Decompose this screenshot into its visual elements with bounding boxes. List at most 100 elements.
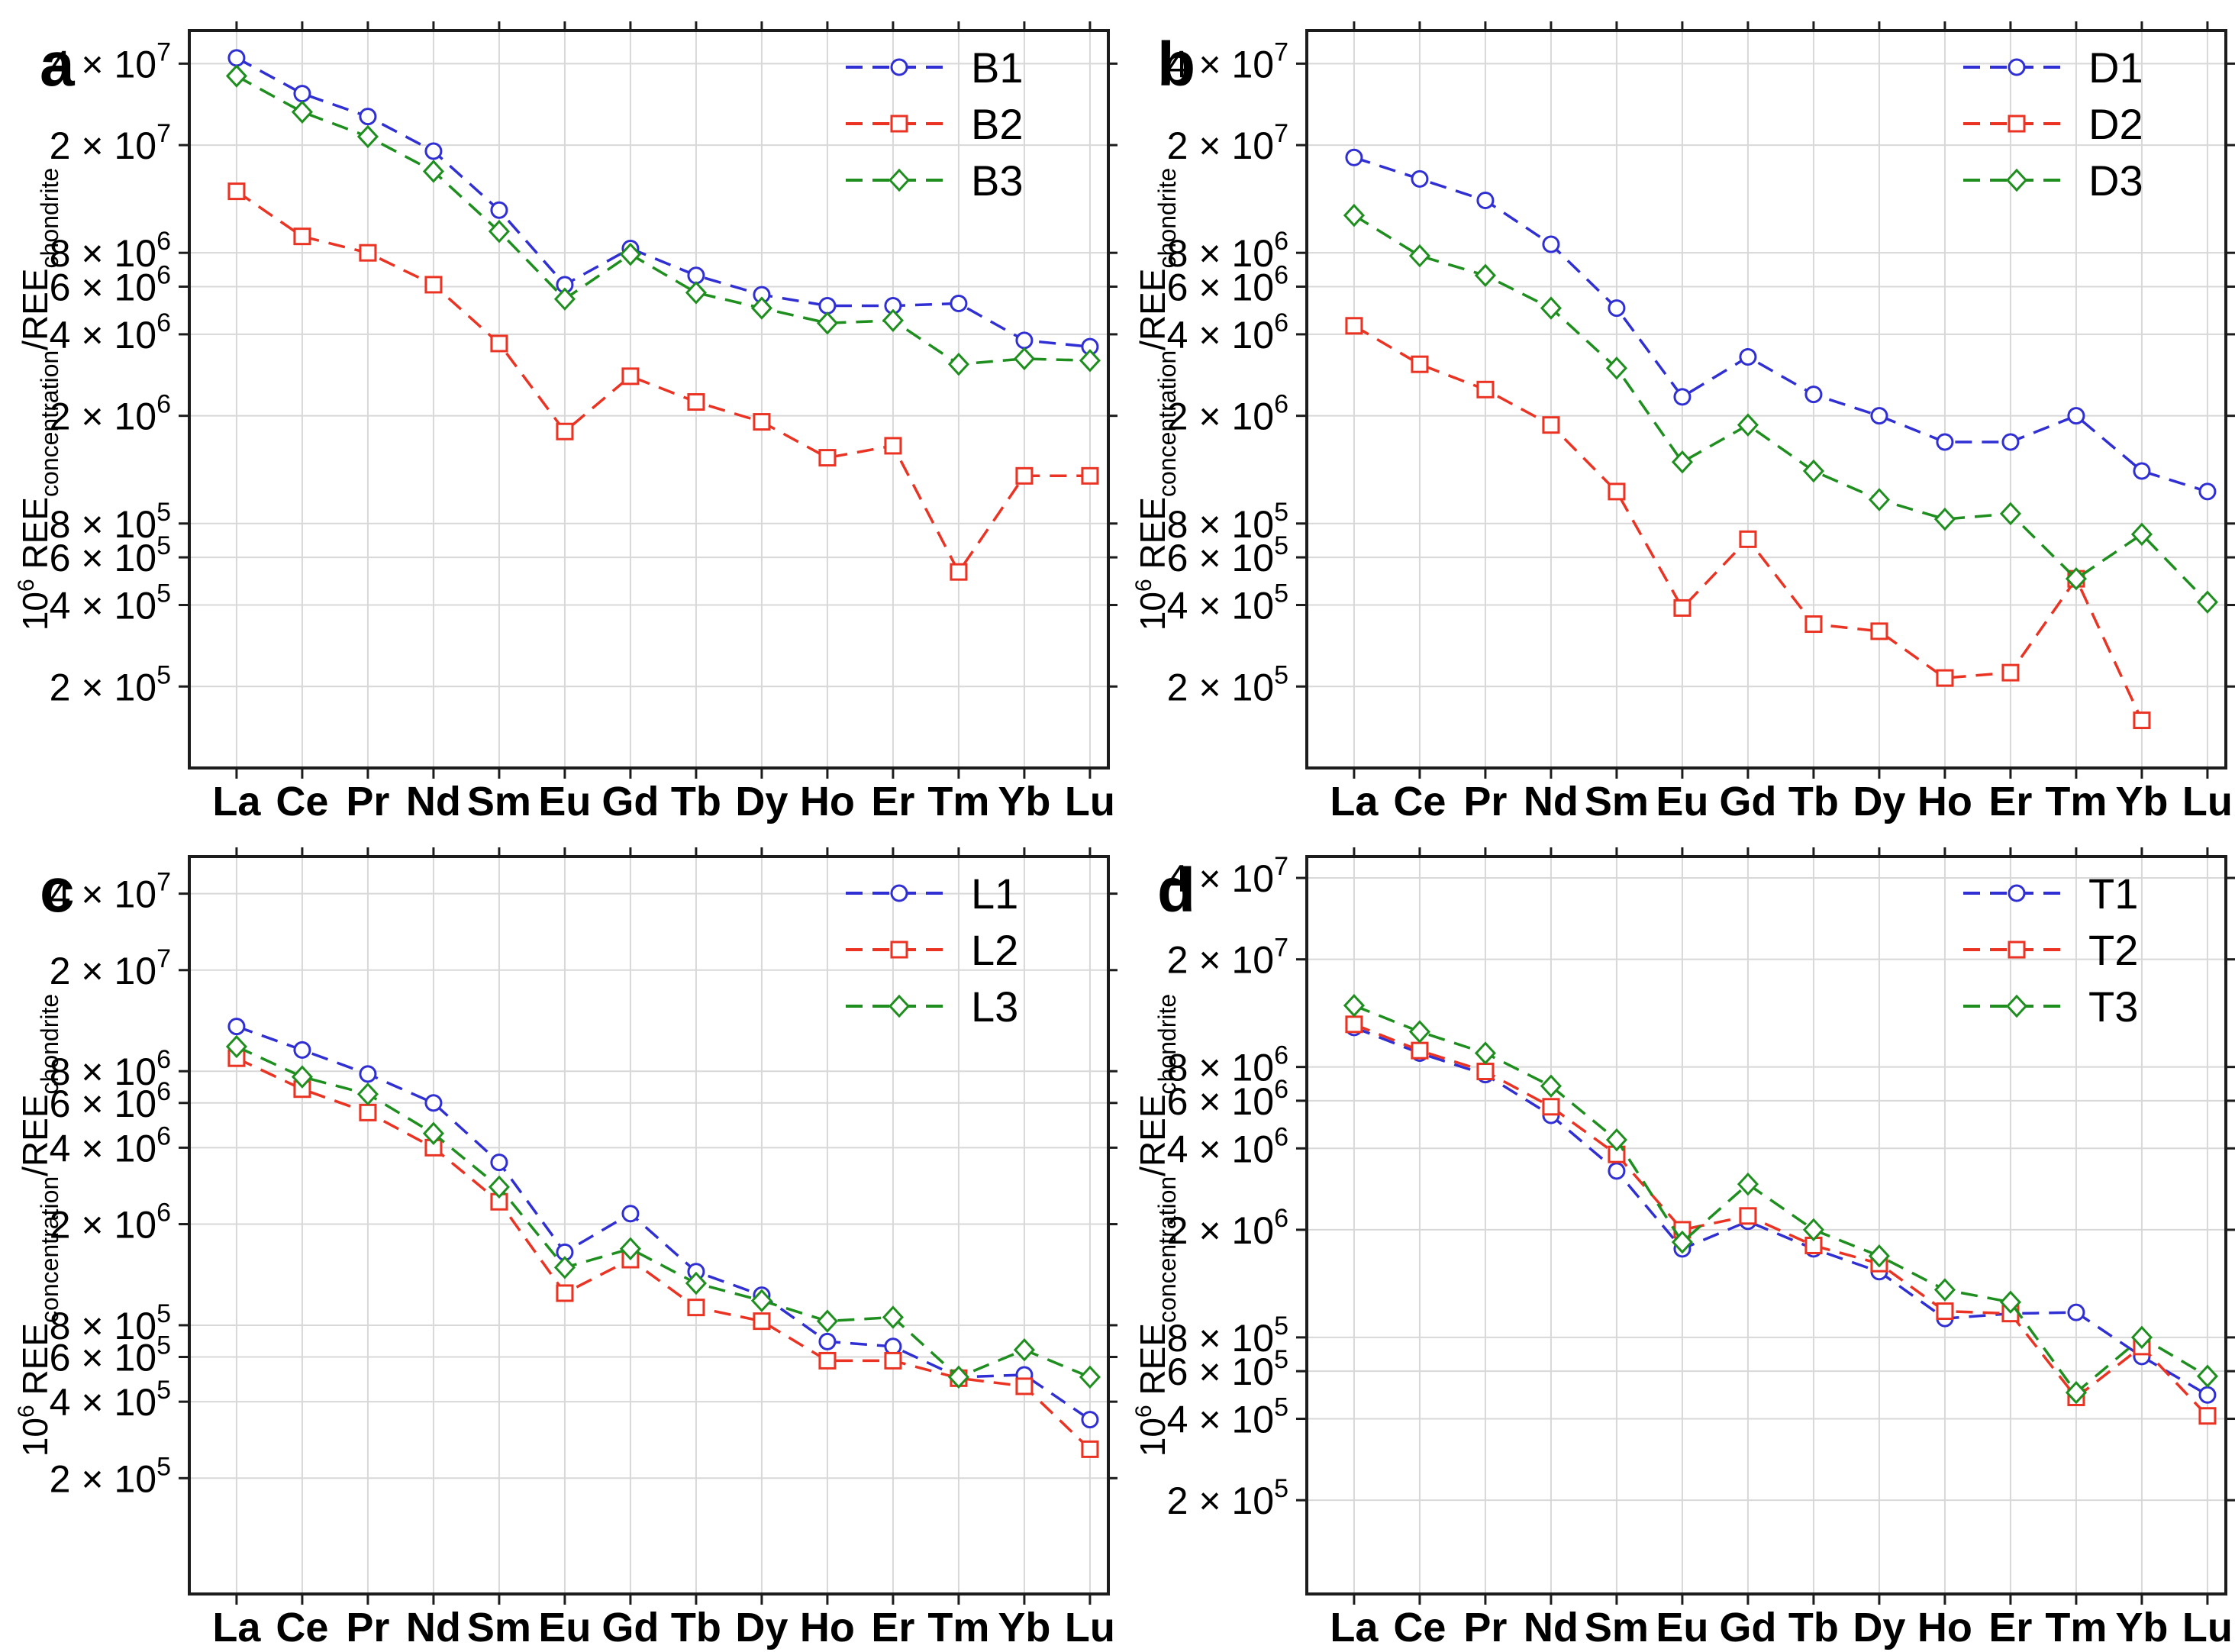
x-tick-label: Sm xyxy=(1585,779,1649,824)
square-marker-icon xyxy=(818,449,837,467)
circle-marker-icon xyxy=(1608,1162,1626,1180)
y-tick-label: 6 × 106 xyxy=(1167,260,1288,308)
tick-marks xyxy=(1296,847,2235,1605)
circle-marker-icon xyxy=(1739,348,1757,366)
circle-marker-icon xyxy=(1804,386,1823,404)
square-marker-icon xyxy=(556,1284,574,1302)
x-tick-label: Nd xyxy=(1524,1605,1579,1650)
circle-marker-icon xyxy=(2008,58,2026,76)
diamond-marker-icon xyxy=(2005,994,2028,1018)
y-tick-label: 8 × 106 xyxy=(1167,227,1288,275)
series-L1 xyxy=(227,1018,1099,1429)
legend-item-L2: L2 xyxy=(846,926,1018,974)
circle-marker-icon xyxy=(227,1018,246,1036)
diamond-marker-icon xyxy=(1605,357,1627,380)
y-tick-label: 4 × 107 xyxy=(1167,852,1288,900)
square-marker-icon xyxy=(2001,663,2020,682)
legend-item-B1: B1 xyxy=(846,44,1024,92)
x-tick-label: Ce xyxy=(1393,1605,1446,1650)
circle-marker-icon xyxy=(818,297,837,315)
legend-label: D1 xyxy=(2088,44,2143,92)
y-tick-label: 4 × 105 xyxy=(1167,1393,1288,1441)
square-marker-icon xyxy=(687,1299,705,1317)
diamond-marker-icon xyxy=(619,242,641,266)
diamond-marker-icon xyxy=(1999,1290,2021,1314)
diamond-marker-icon xyxy=(1933,507,1956,531)
y-tick-label: 4 × 105 xyxy=(1167,579,1288,628)
y-tick-label: 4 × 105 xyxy=(50,579,171,628)
x-tick-label: Ho xyxy=(1917,779,1972,824)
circle-marker-icon xyxy=(293,1041,311,1059)
diamond-marker-icon xyxy=(1474,1041,1496,1065)
circle-marker-icon xyxy=(884,1337,902,1356)
x-tick-label: Eu xyxy=(538,779,591,824)
circle-marker-icon xyxy=(2133,462,2151,480)
x-tick-label: Tm xyxy=(927,1605,989,1650)
circle-marker-icon xyxy=(890,884,908,902)
diamond-marker-icon xyxy=(225,64,247,88)
y-axis-label: 106 REEconcentration/REEchondrite xyxy=(1131,168,1181,631)
diamond-marker-icon xyxy=(1671,450,1693,474)
circle-marker-icon xyxy=(490,1153,508,1172)
panel-b: 4 × 107 2 × 107 8 × 106 6 × 106 4 × 106 2 × 1… xyxy=(1118,0,2235,826)
x-tick-label: Nd xyxy=(1524,779,1579,824)
square-marker-icon xyxy=(1015,1377,1034,1395)
square-marker-icon xyxy=(556,422,574,440)
circle-marker-icon xyxy=(687,266,705,285)
diamond-marker-icon xyxy=(2065,566,2087,591)
diamond-marker-icon xyxy=(2130,1325,2153,1350)
square-marker-icon xyxy=(890,941,908,959)
diamond-marker-icon xyxy=(1671,1230,1693,1254)
y-tick-label: 6 × 105 xyxy=(1167,531,1288,579)
y-tick-label: 4 × 107 xyxy=(50,868,171,916)
x-tick-label: Yb xyxy=(2115,779,2168,824)
series-T2-line xyxy=(1353,1023,2209,1417)
diamond-marker-icon xyxy=(2065,1380,2087,1405)
diamond-marker-icon xyxy=(1802,1218,1824,1242)
diamond-marker-icon xyxy=(1868,488,1890,511)
square-marker-icon xyxy=(227,182,246,201)
diamond-marker-icon xyxy=(422,160,444,183)
series-B2 xyxy=(227,182,1099,581)
legend-item-D1: D1 xyxy=(1963,44,2143,92)
diamond-marker-icon xyxy=(1343,993,1365,1018)
x-tick-label: Ho xyxy=(1917,1605,1972,1650)
legend: T1 T2 T3 xyxy=(1963,870,2138,1031)
legend: B1 B2 B3 xyxy=(846,44,1024,205)
diamond-marker-icon xyxy=(947,352,969,376)
y-tick-label: 8 × 106 xyxy=(1167,1041,1288,1089)
tick-marks xyxy=(179,847,1119,1605)
x-tick-label: Eu xyxy=(538,1605,591,1650)
circle-marker-icon xyxy=(359,108,377,126)
x-tick-label: Ce xyxy=(276,779,328,824)
x-tick-label: Dy xyxy=(735,1605,788,1650)
circle-marker-icon xyxy=(293,85,311,103)
circle-marker-icon xyxy=(359,1065,377,1083)
diamond-marker-icon xyxy=(1079,1365,1101,1389)
gridlines xyxy=(1307,857,2226,1594)
x-tick-label: Tb xyxy=(1788,779,1839,824)
y-tick-label: 6 × 105 xyxy=(50,1331,171,1379)
square-marker-icon xyxy=(1476,1063,1495,1081)
circle-marker-icon xyxy=(1673,388,1692,406)
diamond-marker-icon xyxy=(816,311,838,335)
diamond-marker-icon xyxy=(488,1175,510,1199)
diamond-marker-icon xyxy=(1013,347,1035,371)
square-marker-icon xyxy=(818,1351,837,1370)
legend-item-D3: D3 xyxy=(1963,156,2143,205)
panel-letter: b xyxy=(1157,30,1195,99)
square-marker-icon xyxy=(1673,599,1692,617)
series-T3-line xyxy=(1353,1004,2208,1395)
circle-marker-icon xyxy=(2067,407,2085,425)
diamond-marker-icon xyxy=(685,281,707,305)
diamond-marker-icon xyxy=(291,1065,313,1089)
y-tick-label: 4 × 106 xyxy=(50,308,171,357)
y-tick-label: 4 × 107 xyxy=(50,37,171,86)
y-axis-label: 106 REEconcentration/REEchondrite xyxy=(1131,994,1181,1457)
x-tick-label: Eu xyxy=(1656,779,1708,824)
circle-marker-icon xyxy=(227,49,246,67)
legend-item-L1: L1 xyxy=(846,870,1018,918)
legend-label: L2 xyxy=(971,926,1018,974)
